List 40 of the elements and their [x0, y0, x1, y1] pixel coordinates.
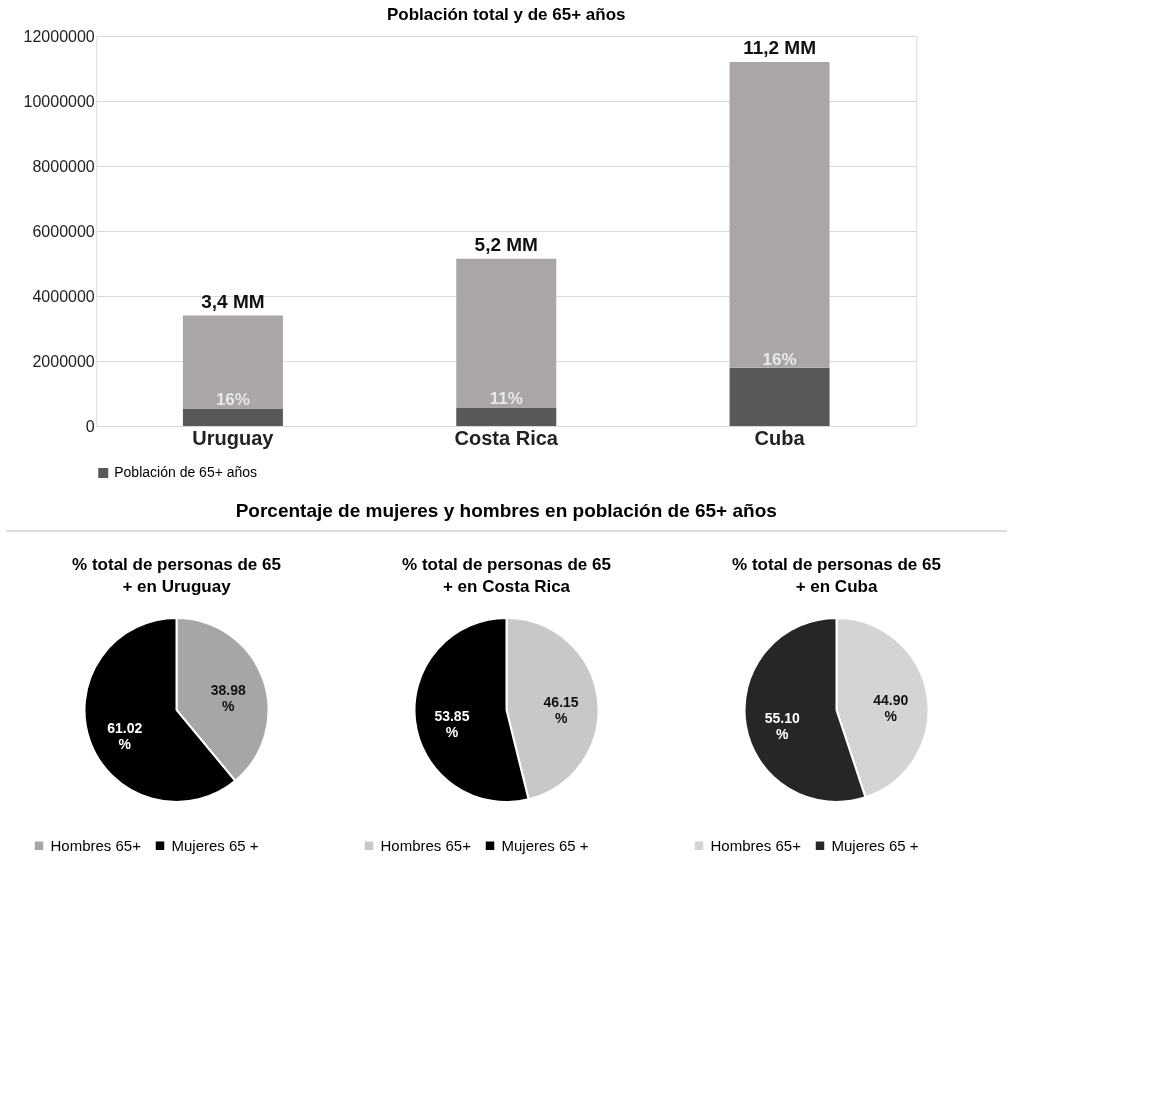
annotation: 11%	[489, 389, 523, 409]
y-tick-label: 12000000	[23, 27, 95, 45]
chart-title: % total de personas de 65 + en Cuba	[732, 555, 941, 596]
y-tick-label: 10000000	[23, 92, 95, 110]
bar	[456, 258, 557, 408]
legend-label: Mujeres 65 +	[171, 836, 259, 854]
y-tick-label: 2000000	[32, 352, 95, 370]
bar	[729, 367, 830, 426]
x-tick-label: Costa Rica	[454, 426, 559, 449]
chart-title: % total de personas de 65 + en Uruguay	[72, 555, 281, 596]
annotation: 5,2 MM	[474, 233, 538, 255]
legend-label: Mujeres 65 +	[831, 836, 919, 854]
annotation: 11,2 MM	[743, 37, 817, 58]
chart-title: % total de personas de 65 + en Costa Rica	[402, 555, 611, 596]
data-label: 44.90 %	[873, 692, 909, 725]
x-tick-label: Cuba	[754, 426, 806, 449]
legend-label: Población de 65+ años	[114, 464, 258, 480]
annotation: 16%	[215, 390, 250, 410]
text: Porcentaje de mujeres y hombres en población de 65+ años	[235, 499, 777, 521]
annotation: 3,4 MM	[201, 290, 265, 312]
bar	[729, 62, 830, 368]
legend-label: Mujeres 65 +	[501, 836, 589, 854]
y-tick-label: 4000000	[32, 287, 95, 305]
legend-label: Hombres 65+	[380, 836, 472, 854]
data-label: 46.15 %	[543, 694, 579, 727]
data-label: 38.98 %	[210, 682, 246, 715]
legend-label: Hombres 65+	[710, 836, 802, 854]
y-tick-label: 6000000	[32, 222, 95, 240]
x-tick-label: Uruguay	[192, 426, 275, 449]
data-label: 53.85 %	[434, 707, 470, 740]
bar	[456, 407, 557, 426]
y-tick-label: 8000000	[32, 157, 95, 175]
bar	[182, 315, 283, 409]
chart-title: Población total y de 65+ años	[386, 5, 626, 24]
data-label: 61.02 %	[107, 719, 143, 752]
data-label: 55.10 %	[764, 709, 800, 742]
annotation: 16%	[762, 349, 797, 369]
legend-label: Hombres 65+	[50, 836, 142, 854]
y-tick-label: 0	[85, 417, 95, 435]
bar	[182, 408, 283, 426]
